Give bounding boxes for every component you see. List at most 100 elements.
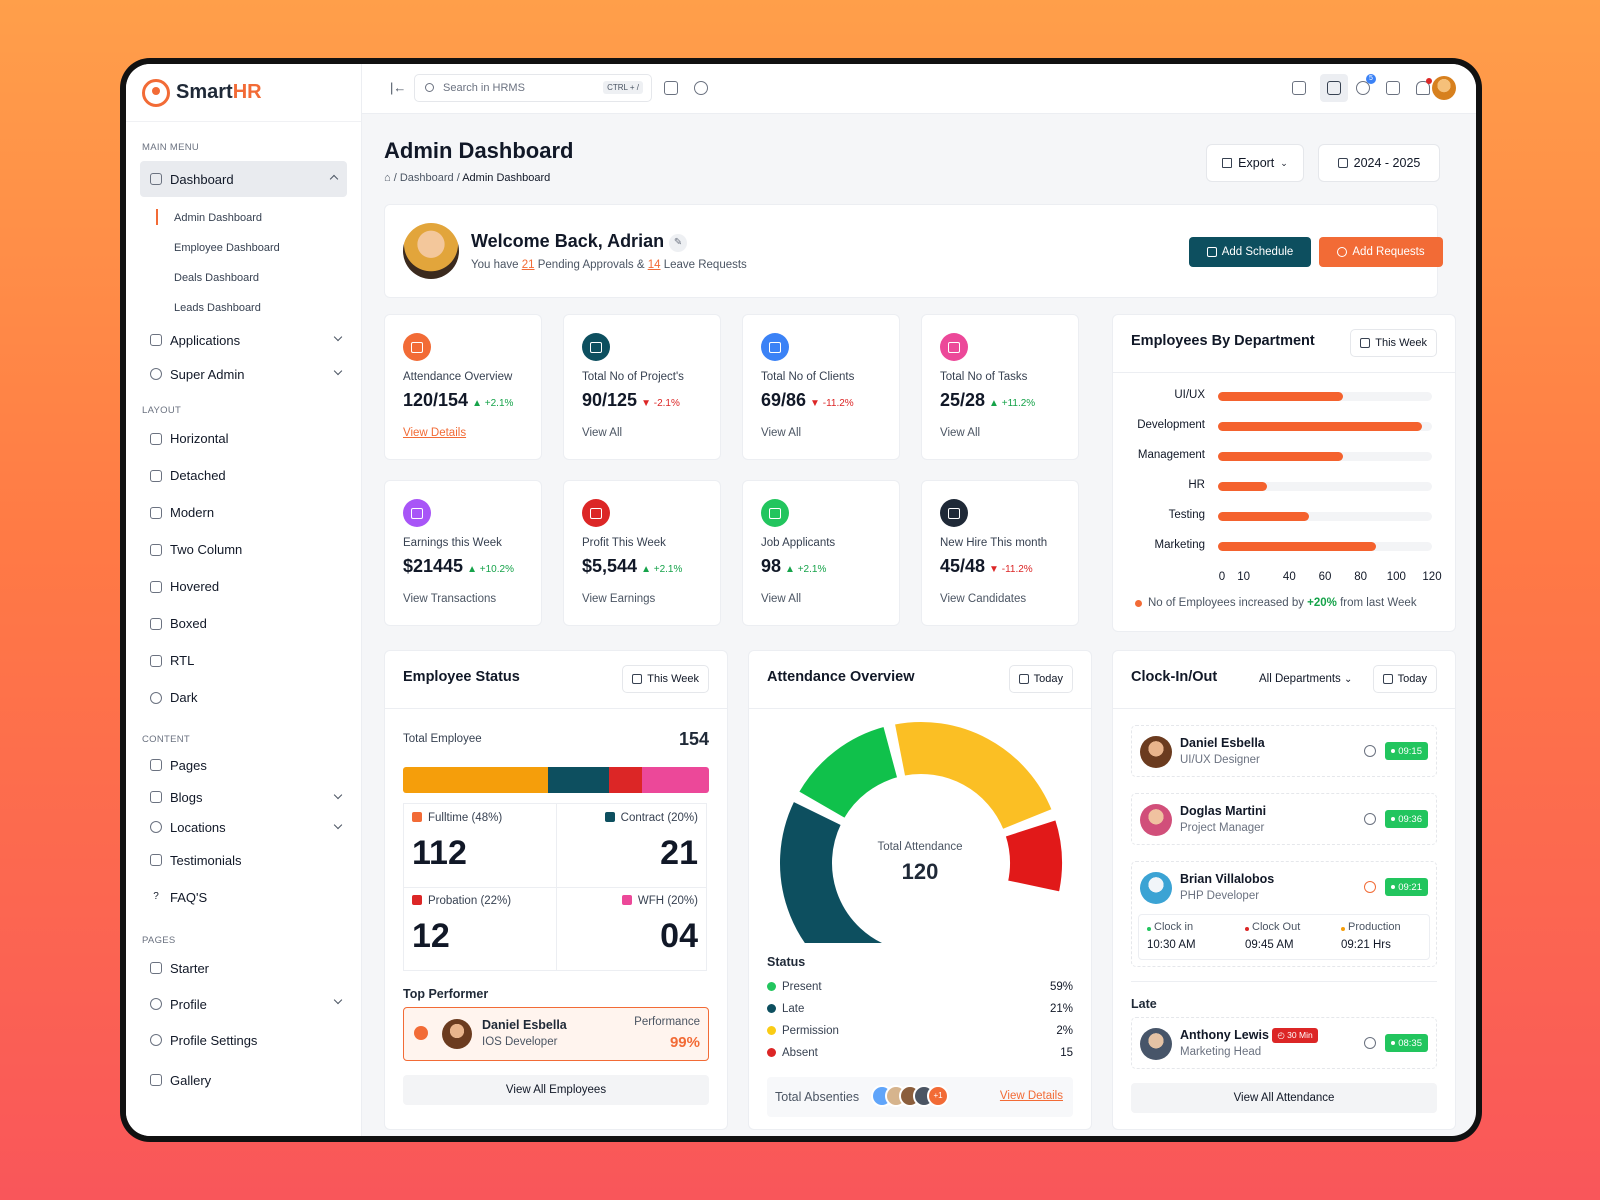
sidebar-item-label: Applications	[170, 332, 241, 348]
logo-icon	[142, 78, 170, 107]
distribution-segment[interactable]	[642, 767, 709, 793]
fullscreen-icon[interactable]	[1292, 81, 1306, 95]
employee-status-filter[interactable]: This Week	[622, 665, 709, 693]
sidebar-item-dark[interactable]: Dark	[126, 679, 361, 716]
change-text: +2.1%	[797, 564, 827, 575]
clock-entry[interactable]: Doglas Martini Project Manager 09:36	[1131, 793, 1437, 845]
stat-change: ▼ -11.2%	[810, 398, 854, 409]
sidebar-item-modern[interactable]: Modern	[126, 494, 361, 531]
sidebar-item-profile[interactable]: Profile	[126, 986, 361, 1022]
sidebar-item-pages[interactable]: Pages	[126, 749, 361, 781]
sidebar-item-locations[interactable]: Locations	[126, 813, 361, 841]
add-schedule-button[interactable]: Add Schedule	[1189, 237, 1311, 267]
stat-link[interactable]: View Details	[403, 427, 467, 439]
gauge-segment[interactable]	[797, 724, 900, 820]
sidebar-item-super-admin[interactable]: Super Admin	[126, 357, 361, 391]
sidebar-item-two-column[interactable]: Two Column	[126, 531, 361, 568]
sidebar-item-starter[interactable]: Starter	[126, 950, 361, 986]
sidebar-item-horizontal[interactable]: Horizontal	[126, 420, 361, 457]
gauge-segment[interactable]	[1003, 818, 1064, 894]
gauge-segment[interactable]	[778, 799, 891, 943]
grid-icon[interactable]	[664, 81, 678, 95]
welcome-avatar	[403, 223, 459, 279]
department-filter[interactable]: This Week	[1350, 329, 1437, 357]
clock-entry-expanded[interactable]: Brian Villalobos PHP Developer 09:21 Clo…	[1131, 861, 1437, 967]
sidebar-item-detached[interactable]: Detached	[126, 457, 361, 494]
view-all-employees-button[interactable]: View All Employees	[403, 1075, 709, 1105]
view-details-link[interactable]: View Details	[999, 1090, 1063, 1102]
mail-icon[interactable]	[1386, 81, 1400, 95]
sidebar-item-label: Modern	[170, 505, 215, 520]
brand-logo[interactable]: SmartHR	[126, 64, 361, 122]
stat-icon	[761, 333, 789, 361]
edit-icon[interactable]: ✎	[669, 234, 688, 252]
user-avatar[interactable]	[1432, 76, 1456, 100]
stat-link[interactable]: View All	[582, 427, 623, 439]
sidebar-item-dashboard[interactable]: Dashboard	[140, 161, 347, 197]
absent-avatars[interactable]: +1	[871, 1085, 961, 1109]
attendance-filter[interactable]: Today	[1008, 665, 1073, 693]
home-icon[interactable]: ⌂	[384, 172, 391, 184]
stat-link[interactable]: View Earnings	[582, 593, 656, 605]
app-screen: SmartHR MAIN MENU Dashboard Admin Dashbo…	[126, 64, 1476, 1136]
breadcrumb-dashboard[interactable]: Dashboard	[399, 172, 454, 184]
sidebar-item-testimonials[interactable]: Testimonials	[126, 841, 361, 879]
sidebar-item-applications[interactable]: Applications	[126, 323, 361, 357]
bar-track	[1218, 482, 1432, 491]
award-icon	[414, 1026, 428, 1040]
bar[interactable]	[1218, 512, 1309, 521]
clock-entry[interactable]: Daniel Esbella UI/UX Designer 09:15	[1131, 725, 1437, 777]
bar[interactable]	[1218, 482, 1268, 491]
gauge-center-label: Total Attendance	[877, 841, 963, 853]
distribution-segment[interactable]	[403, 767, 549, 793]
year-range-button[interactable]: 2024 - 2025	[1318, 144, 1440, 182]
distribution-segment[interactable]	[609, 767, 643, 793]
bar[interactable]	[1218, 542, 1377, 551]
stat-link[interactable]: View Candidates	[940, 593, 1027, 605]
top-performer-card[interactable]: Daniel Esbella IOS Developer Performance…	[403, 1007, 709, 1061]
view-all-attendance-button[interactable]: View All Attendance	[1131, 1083, 1437, 1113]
export-button[interactable]: Export ⌄	[1206, 144, 1304, 182]
status-dot	[767, 982, 776, 991]
stat-link[interactable]: View Transactions	[403, 593, 497, 605]
stat-label: Total No of Project's	[582, 371, 684, 383]
clock-filter[interactable]: Today	[1372, 665, 1437, 693]
department-row: Development	[1113, 419, 1433, 433]
stat-link[interactable]: View All	[761, 427, 802, 439]
sidebar-item-faqs[interactable]: ? FAQ'S	[126, 879, 361, 915]
stat-link[interactable]: View All	[761, 593, 802, 605]
settings-icon[interactable]	[694, 81, 708, 95]
bell-icon[interactable]	[1416, 81, 1430, 95]
late-entry[interactable]: Anthony Lewis ◴ 30 Min Marketing Head 08…	[1131, 1017, 1437, 1069]
apps-button[interactable]	[1320, 74, 1348, 102]
bar[interactable]	[1218, 422, 1423, 431]
leave-count[interactable]: 14	[647, 259, 661, 271]
sidebar-item-gallery[interactable]: Gallery	[126, 1058, 361, 1102]
department-dropdown[interactable]: All Departments ⌄	[1259, 673, 1352, 685]
collapse-sidebar-icon[interactable]: |←	[390, 80, 407, 95]
sidebar-item-blogs[interactable]: Blogs	[126, 781, 361, 813]
department-row: Marketing	[1113, 539, 1433, 553]
sidebar-item-rtl[interactable]: RTL	[126, 642, 361, 679]
category-label: Marketing	[1154, 539, 1206, 551]
sidebar-sub-admin-dashboard[interactable]: Admin Dashboard	[126, 203, 361, 233]
sidebar-sub-deals-dashboard[interactable]: Deals Dashboard	[174, 272, 259, 284]
pending-count[interactable]: 21	[521, 259, 535, 271]
stat-number: 69/86	[761, 390, 807, 410]
stat-link[interactable]: View All	[940, 427, 981, 439]
search-input[interactable]: Search in HRMS CTRL + /	[414, 74, 652, 102]
sidebar-sub-leads-dashboard[interactable]: Leads Dashboard	[174, 302, 261, 314]
add-requests-button[interactable]: Add Requests	[1319, 237, 1443, 267]
rtl-icon	[150, 654, 162, 667]
sidebar-item-profile-settings[interactable]: Profile Settings	[126, 1022, 361, 1058]
distribution-segment[interactable]	[548, 767, 610, 793]
summary-part: Pending Approvals &	[534, 259, 648, 271]
sidebar-item-hovered[interactable]: Hovered	[126, 568, 361, 605]
sidebar-sub-employee-dashboard[interactable]: Employee Dashboard	[174, 242, 280, 254]
sidebar-item-boxed[interactable]: Boxed	[126, 605, 361, 642]
bar[interactable]	[1218, 392, 1344, 401]
gauge-segment[interactable]	[892, 720, 1054, 832]
department-card: Employees By Department This Week UI/UX D…	[1112, 314, 1456, 632]
chat-icon[interactable]	[1356, 81, 1370, 95]
bar[interactable]	[1218, 452, 1344, 461]
